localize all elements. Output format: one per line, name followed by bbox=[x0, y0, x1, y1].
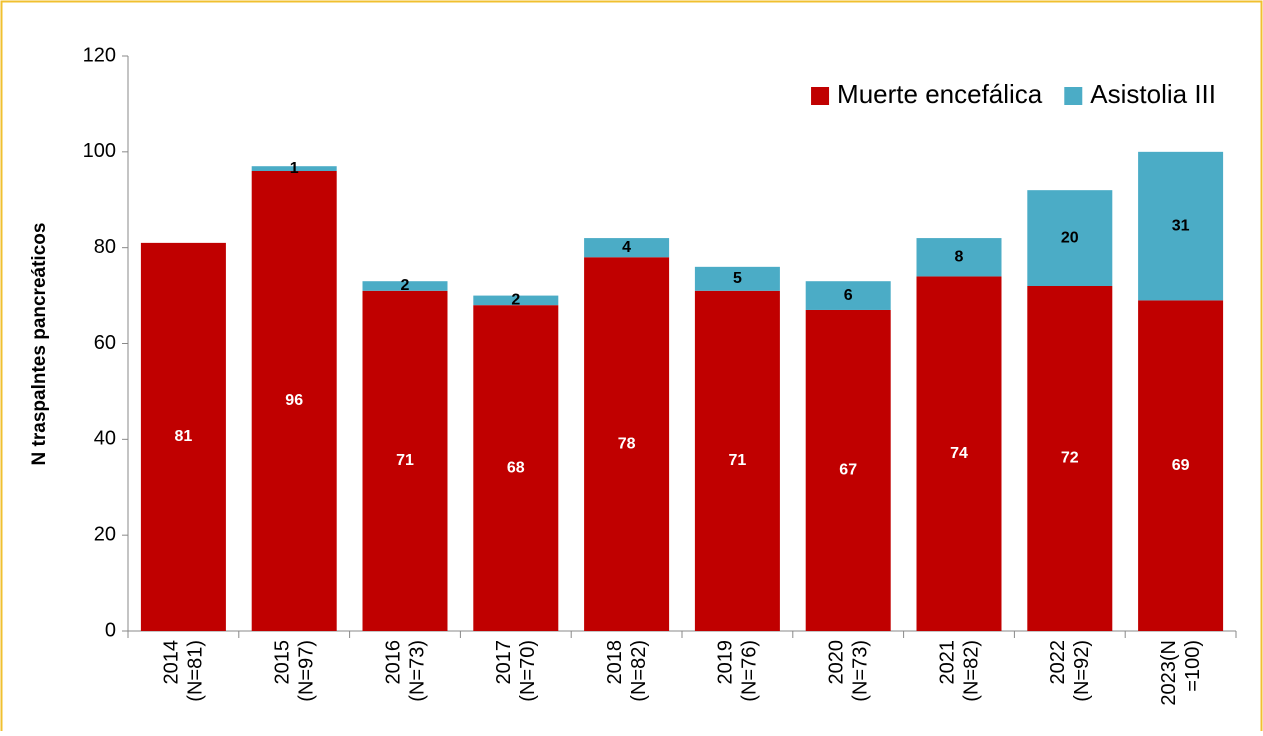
legend-swatch bbox=[1064, 87, 1083, 105]
y-tick-label: 100 bbox=[83, 140, 116, 162]
x-tick-label: 2014 bbox=[161, 640, 183, 685]
x-tick-label: 2019 bbox=[715, 640, 737, 685]
x-tick-label: 2022 bbox=[1047, 640, 1069, 685]
bar-segment bbox=[362, 281, 448, 291]
y-tick-label: 0 bbox=[105, 619, 116, 641]
data-label: 71 bbox=[729, 452, 747, 469]
data-label: 31 bbox=[1172, 217, 1190, 234]
data-label: 72 bbox=[1061, 450, 1079, 467]
bar-segment bbox=[584, 257, 670, 631]
legend-swatch bbox=[811, 87, 830, 105]
x-tick-label: (N=97) bbox=[295, 640, 317, 702]
x-tick-label: (N=92) bbox=[1071, 640, 1093, 702]
x-tick-label: 2017 bbox=[493, 640, 515, 685]
data-label: 81 bbox=[175, 428, 193, 445]
y-tick-label: 40 bbox=[94, 428, 116, 450]
y-tick-label: 80 bbox=[94, 236, 116, 258]
x-tick-label: (N=76) bbox=[739, 640, 761, 702]
x-tick-label: 2016 bbox=[382, 640, 404, 685]
y-tick-label: 60 bbox=[94, 332, 116, 354]
y-tick-label: 20 bbox=[94, 523, 116, 545]
bar-segment bbox=[584, 238, 670, 258]
y-axis-label: N traspalntes pancreáticos bbox=[29, 223, 50, 466]
data-label: 69 bbox=[1172, 457, 1190, 474]
x-tick-label: 2020 bbox=[825, 640, 847, 685]
data-label: 6 bbox=[844, 287, 853, 304]
bar-segment bbox=[916, 276, 1002, 631]
bar-segment bbox=[251, 166, 337, 171]
data-label: 67 bbox=[839, 462, 857, 479]
x-tick-label: (N=70) bbox=[517, 640, 539, 702]
x-tick-label: 2018 bbox=[604, 640, 626, 685]
data-label: 96 bbox=[285, 392, 303, 409]
bar-segment bbox=[1138, 151, 1224, 301]
bar-segment bbox=[805, 309, 891, 631]
x-tick-label: (N=73) bbox=[849, 640, 871, 702]
legend-label: Asistolia III bbox=[1090, 79, 1216, 109]
data-label: 2 bbox=[401, 277, 410, 294]
data-label: 78 bbox=[618, 435, 636, 452]
x-tick-label: 2015 bbox=[271, 640, 293, 685]
x-tick-label: (N=82) bbox=[960, 640, 982, 702]
data-label: 68 bbox=[507, 459, 525, 476]
data-label: 20 bbox=[1061, 229, 1079, 246]
x-tick-label: (N=81) bbox=[185, 640, 207, 702]
data-label: 1 bbox=[290, 160, 299, 177]
x-tick-label: =100) bbox=[1182, 640, 1204, 692]
bar-segment bbox=[140, 242, 226, 631]
bar-segment bbox=[1138, 300, 1224, 631]
x-tick-label: (N=73) bbox=[406, 640, 428, 702]
data-label: 74 bbox=[950, 445, 968, 462]
x-tick-label: 2021 bbox=[936, 640, 958, 685]
data-label: 5 bbox=[733, 270, 742, 287]
bar-segment bbox=[694, 266, 780, 291]
bar-segment bbox=[251, 171, 337, 631]
bar-segment bbox=[1027, 190, 1113, 286]
data-label: 2 bbox=[511, 292, 520, 309]
x-tick-label: 2023(N bbox=[1158, 640, 1180, 706]
bar-segment bbox=[473, 305, 559, 631]
bar-segment bbox=[362, 290, 448, 631]
bar-segment bbox=[473, 295, 559, 306]
data-label: 8 bbox=[955, 248, 964, 265]
y-tick-label: 120 bbox=[83, 44, 116, 66]
bar-segment bbox=[1027, 286, 1113, 631]
data-label: 4 bbox=[622, 239, 631, 256]
bar-segment bbox=[916, 238, 1002, 277]
legend-label: Muerte encefálica bbox=[837, 79, 1043, 109]
x-tick-label: (N=82) bbox=[628, 640, 650, 702]
bar-segment bbox=[805, 281, 891, 310]
data-label: 71 bbox=[396, 452, 414, 469]
bar-segment bbox=[694, 290, 780, 631]
